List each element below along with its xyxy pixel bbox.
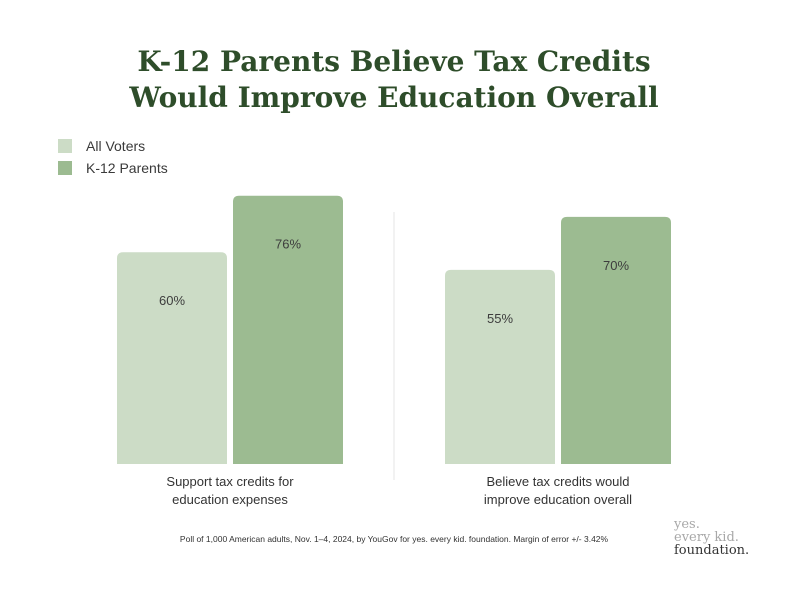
bar-k12-parents-2 <box>561 216 671 464</box>
legend-label-all-voters: All Voters <box>86 138 146 154</box>
logo-line-1: yes. <box>674 517 700 532</box>
footnote: Poll of 1,000 American adults, Nov. 1–4,… <box>179 534 609 544</box>
data-label-all-voters-2: 55% <box>487 311 513 326</box>
legend: All Voters K-12 Parents <box>58 135 168 179</box>
category-label-2-line-1: Believe tax credits would <box>486 474 629 489</box>
legend-label-k12-parents: K-12 Parents <box>86 160 168 176</box>
legend-item-all-voters: All Voters <box>58 135 168 157</box>
data-label-k12-parents-2: 70% <box>603 258 629 273</box>
legend-item-k12-parents: K-12 Parents <box>58 157 168 179</box>
bar-all-voters-1 <box>117 252 227 464</box>
category-label-1-line-1: Support tax credits for <box>166 474 294 489</box>
bar-all-voters-2 <box>445 269 555 464</box>
chart-title: K-12 Parents Believe Tax Credits Would I… <box>0 44 788 116</box>
logo-line-3: foundation. <box>674 543 750 558</box>
data-label-all-voters-1: 60% <box>159 293 185 308</box>
data-label-k12-parents-1: 76% <box>275 237 301 252</box>
legend-swatch-k12-parents <box>58 161 72 175</box>
title-line-1: K-12 Parents Believe Tax Credits <box>137 45 651 78</box>
bar-k12-parents-1 <box>233 195 343 464</box>
title-line-2: Would Improve Education Overall <box>129 81 659 114</box>
foundation-logo: yes. every kid. foundation. <box>674 518 749 557</box>
logo-line-2: every kid. <box>674 530 739 545</box>
category-label-1-line-2: education expenses <box>172 492 288 507</box>
legend-swatch-all-voters <box>58 139 72 153</box>
category-label-2-line-2: improve education overall <box>484 492 632 507</box>
